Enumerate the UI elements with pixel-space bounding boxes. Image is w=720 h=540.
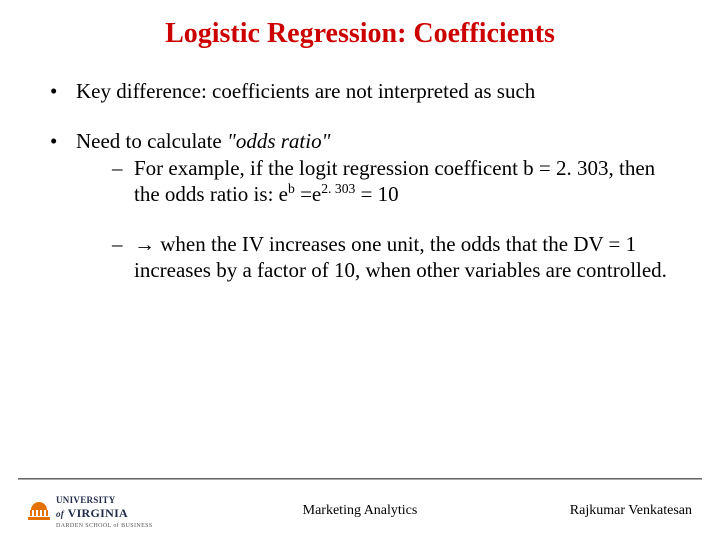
- bullet2-lead: Need to calculate: [76, 129, 227, 153]
- arrow-icon: →: [134, 232, 155, 256]
- sup-exp: 2. 303: [321, 181, 355, 196]
- dash-marker: –: [112, 155, 134, 208]
- slide-body: • Key difference: coefficients are not i…: [0, 58, 720, 288]
- bullet-text: Key difference: coefficients are not int…: [76, 78, 670, 104]
- bullet-marker: •: [50, 78, 76, 104]
- logo-text: UNIVERSITY of VIRGINIA DARDEN SCHOOL of …: [56, 493, 153, 529]
- sub1-part-c: = 10: [355, 182, 398, 206]
- bullet-2: • Need to calculate "odds ratio" – For e…: [50, 128, 670, 287]
- sub2-text: when the IV increases one unit, the odds…: [134, 232, 667, 282]
- slide-title: Logistic Regression: Coefficients: [0, 0, 720, 58]
- bullet-marker: •: [50, 128, 76, 287]
- sup-b: b: [288, 181, 295, 196]
- bullet-text: Need to calculate "odds ratio" – For exa…: [76, 128, 670, 287]
- bullet2-italic: "odds ratio": [227, 129, 330, 153]
- logo-subline: DARDEN SCHOOL of BUSINESS: [56, 523, 153, 529]
- bullet-1: • Key difference: coefficients are not i…: [50, 78, 670, 104]
- sub-text: For example, if the logit regression coe…: [134, 155, 670, 208]
- logo-line2: VIRGINIA: [68, 506, 128, 520]
- sub1-part-b: =e: [295, 182, 321, 206]
- logo-of: of: [56, 509, 64, 519]
- sub-text: → when the IV increases one unit, the od…: [134, 231, 670, 284]
- slide-footer: UNIVERSITY of VIRGINIA DARDEN SCHOOL of …: [0, 482, 720, 540]
- uva-logo: UNIVERSITY of VIRGINIA DARDEN SCHOOL of …: [28, 493, 153, 529]
- sub-list: – For example, if the logit regression c…: [76, 155, 670, 284]
- logo-line1: UNIVERSITY: [56, 495, 116, 505]
- sub-bullet-1: – For example, if the logit regression c…: [112, 155, 670, 208]
- footer-center-text: Marketing Analytics: [303, 503, 418, 519]
- footer-right-text: Rajkumar Venkatesan: [570, 503, 692, 519]
- rotunda-icon: [28, 502, 50, 520]
- dash-marker: –: [112, 231, 134, 284]
- footer-divider: [18, 478, 702, 480]
- sub-bullet-2: – → when the IV increases one unit, the …: [112, 231, 670, 284]
